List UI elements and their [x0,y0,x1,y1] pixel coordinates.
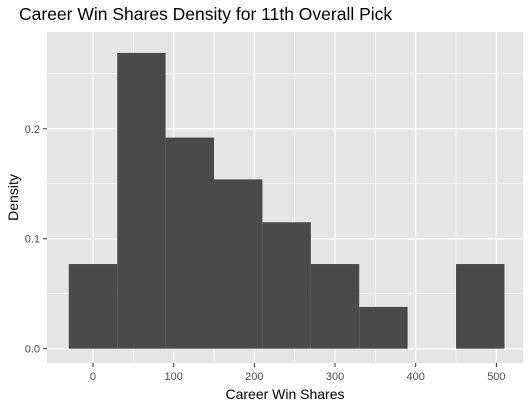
histogram-bar [214,179,263,349]
histogram-bar [359,306,408,349]
x-axis-ticks: 0 100 200 300 400 500 [90,363,506,383]
x-tick-label: 0 [90,371,96,383]
histogram-bar [456,264,505,349]
chart-title: Career Win Shares Density for 11th Overa… [19,4,393,24]
y-tick-label: 0.0 [25,344,40,356]
y-tick-label: 0.2 [25,124,40,136]
histogram-bar [310,264,360,349]
x-tick-label: 200 [245,371,263,383]
x-tick-label: 500 [487,371,505,383]
y-axis-title: Density [5,174,21,221]
histogram-bars [68,52,505,349]
y-axis-ticks: 0.0 0.1 0.2 [25,124,47,356]
x-tick-label: 300 [326,371,344,383]
histogram-bar [262,222,311,349]
x-tick-label: 400 [407,371,425,383]
x-axis-title: Career Win Shares [225,386,344,402]
x-tick-label: 100 [164,371,182,383]
histogram-bar [165,137,215,349]
histogram-bar [68,264,118,349]
histogram-bar [117,52,166,349]
y-tick-label: 0.1 [25,234,40,246]
